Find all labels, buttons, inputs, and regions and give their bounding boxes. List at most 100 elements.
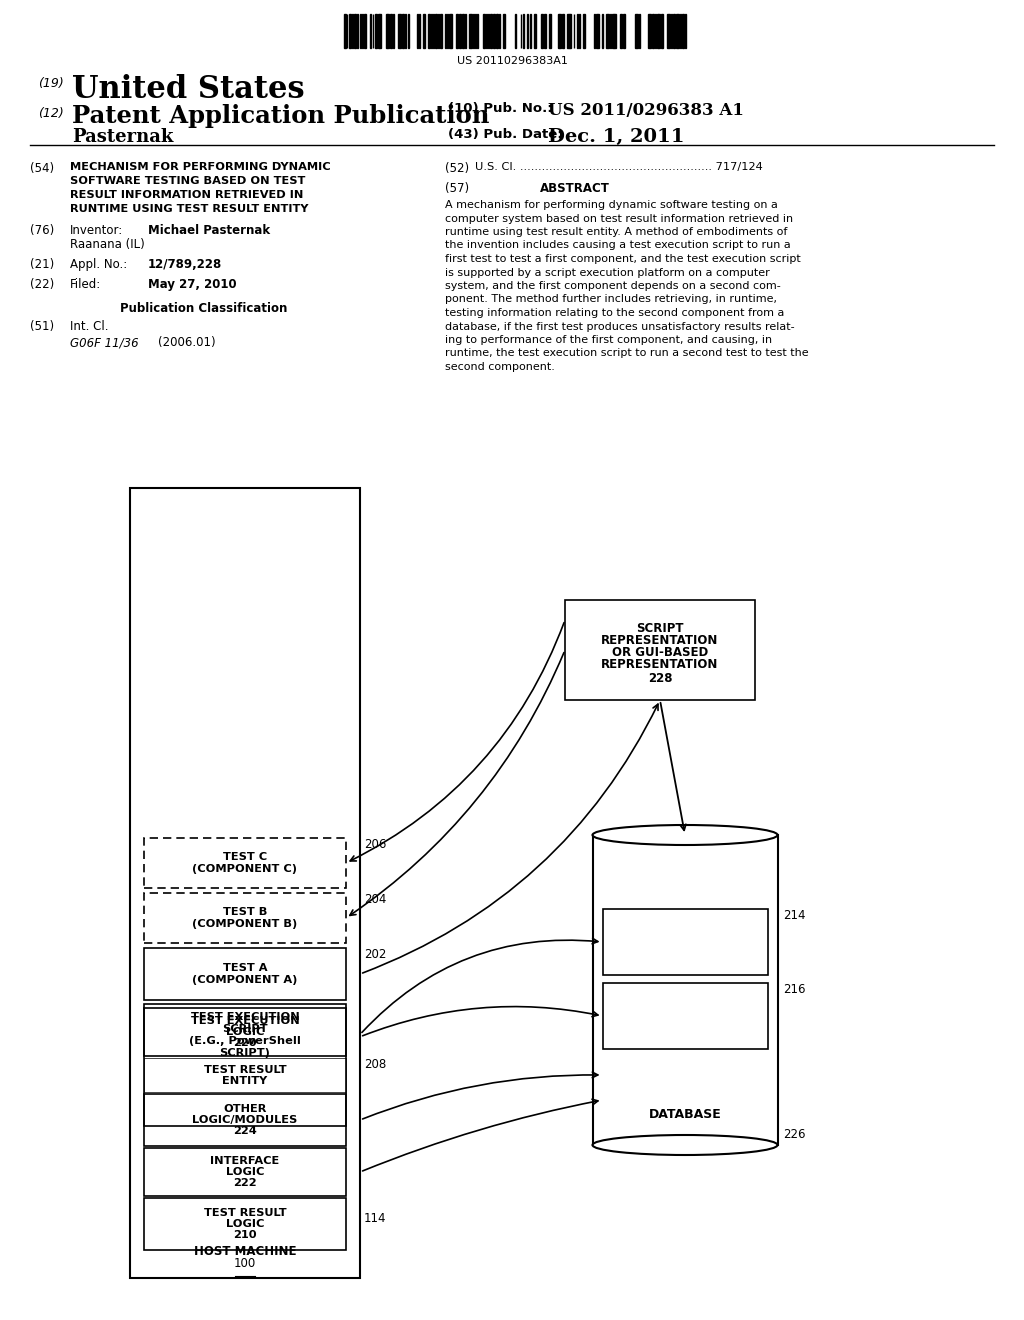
Bar [635, 15, 638, 48]
Bar [144, 1199, 346, 1250]
Text: Michael Pasternak: Michael Pasternak [148, 224, 270, 238]
Text: LOGIC: LOGIC [226, 1027, 264, 1038]
Text: G06F 11/36: G06F 11/36 [70, 337, 138, 348]
Bar [648, 15, 650, 48]
Bar [614, 15, 616, 48]
Text: SOFTWARE TESTING BASED ON TEST: SOFTWARE TESTING BASED ON TEST [70, 176, 305, 186]
Text: US 20110296383A1: US 20110296383A1 [457, 55, 567, 66]
Text: 202: 202 [364, 948, 386, 961]
Text: (E.G., PowerShell: (E.G., PowerShell [189, 1036, 301, 1045]
Text: ABSTRACT: ABSTRACT [540, 182, 610, 195]
Text: TEST RESULT: TEST RESULT [644, 1015, 725, 1026]
Text: TEST B: TEST B [223, 907, 267, 917]
Text: RUNTIME USING TEST RESULT ENTITY: RUNTIME USING TEST RESULT ENTITY [70, 205, 308, 214]
Bar [457, 15, 458, 48]
Text: HOST MACHINE: HOST MACHINE [194, 1245, 296, 1258]
Bar [423, 15, 425, 48]
Bar [593, 836, 777, 1144]
Text: REPRESENTATION: REPRESENTATION [601, 634, 719, 647]
Bar [544, 15, 546, 48]
Text: Patent Application Publication: Patent Application Publication [72, 104, 489, 128]
Bar [487, 15, 488, 48]
Bar [621, 15, 622, 48]
Bar [596, 15, 599, 48]
Text: US 2011/0296383 A1: US 2011/0296383 A1 [548, 102, 743, 119]
Text: SCRIPT): SCRIPT) [219, 1048, 270, 1059]
Bar [639, 15, 640, 48]
Text: TEST RESULT: TEST RESULT [644, 941, 725, 950]
Bar [144, 948, 346, 1001]
Text: U.S. Cl. ..................................................... 717/124: U.S. Cl. ...............................… [475, 162, 763, 172]
Text: 226: 226 [783, 1129, 806, 1142]
Text: TEST C: TEST C [223, 853, 267, 862]
Bar [450, 15, 451, 48]
Bar [584, 15, 585, 48]
Bar [529, 15, 531, 48]
Bar [514, 15, 516, 48]
Text: second component.: second component. [445, 362, 555, 372]
Bar [561, 15, 563, 48]
Text: Publication Classification: Publication Classification [120, 302, 288, 315]
Text: is supported by a script execution platform on a computer: is supported by a script execution platf… [445, 268, 770, 277]
Text: (57): (57) [445, 182, 469, 195]
Bar [606, 15, 608, 48]
Bar [144, 1005, 346, 1126]
Bar [144, 1008, 346, 1056]
Bar [499, 15, 500, 48]
Text: REPRESENTATION: REPRESENTATION [601, 657, 719, 671]
Bar [651, 15, 654, 48]
Text: Dec. 1, 2011: Dec. 1, 2011 [548, 128, 684, 147]
Bar [130, 488, 360, 1278]
Text: Appl. No.:: Appl. No.: [70, 257, 127, 271]
Text: COMPONENT B: COMPONENT B [639, 931, 731, 940]
Bar [357, 15, 358, 48]
Bar [349, 15, 351, 48]
Bar [522, 15, 524, 48]
Text: (2006.01): (2006.01) [158, 337, 216, 348]
Bar [602, 909, 768, 975]
Text: (54): (54) [30, 162, 54, 176]
Text: 224: 224 [233, 1126, 257, 1137]
Bar [361, 15, 364, 48]
Bar [623, 15, 625, 48]
Text: (10) Pub. No.:: (10) Pub. No.: [449, 102, 553, 115]
Text: LOGIC: LOGIC [226, 1218, 264, 1229]
Text: 114: 114 [364, 1213, 386, 1225]
Text: Int. Cl.: Int. Cl. [70, 319, 109, 333]
Text: (COMPONENT C): (COMPONENT C) [193, 863, 298, 874]
Text: 100: 100 [233, 1257, 256, 1270]
Bar [344, 15, 346, 48]
Bar [527, 15, 528, 48]
Text: 204: 204 [364, 894, 386, 906]
Text: 210: 210 [233, 1230, 257, 1241]
Bar [439, 15, 441, 48]
Text: (22): (22) [30, 279, 54, 290]
Text: TEST EXECUTION: TEST EXECUTION [190, 1012, 299, 1022]
Bar [469, 15, 472, 48]
Text: runtime using test result entity. A method of embodiments of: runtime using test result entity. A meth… [445, 227, 787, 238]
Text: (76): (76) [30, 224, 54, 238]
Text: 216: 216 [783, 983, 806, 997]
Text: (51): (51) [30, 319, 54, 333]
Text: 222: 222 [233, 1179, 257, 1188]
Bar [611, 15, 613, 48]
Text: TEST A: TEST A [223, 964, 267, 973]
Text: database, if the first test produces unsatisfactory results relat-: database, if the first test produces uns… [445, 322, 795, 331]
Bar [392, 15, 394, 48]
Bar [459, 15, 461, 48]
Text: A mechanism for performing dynamic software testing on a: A mechanism for performing dynamic softw… [445, 201, 778, 210]
Bar [602, 983, 768, 1049]
Bar [378, 15, 379, 48]
Bar [359, 15, 361, 48]
Text: (COMPONENT B): (COMPONENT B) [193, 919, 298, 929]
Bar [390, 15, 392, 48]
Text: TEST RESULT: TEST RESULT [204, 1065, 287, 1074]
Text: SCRIPT: SCRIPT [636, 622, 684, 635]
Text: ENTITY: ENTITY [222, 1076, 267, 1086]
Bar [658, 15, 660, 48]
Bar [493, 15, 495, 48]
Bar [676, 15, 679, 48]
Bar [503, 15, 505, 48]
Text: 208: 208 [364, 1059, 386, 1072]
Bar [462, 15, 464, 48]
